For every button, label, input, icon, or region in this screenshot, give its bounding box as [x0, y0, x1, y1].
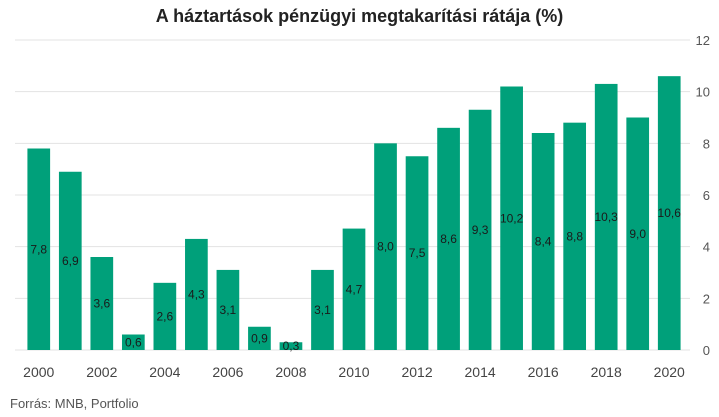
bar — [153, 282, 177, 350]
data-label: 8,8 — [566, 229, 583, 243]
y-tick-label: 12 — [696, 33, 710, 48]
y-tick-label: 8 — [703, 136, 710, 151]
bar — [90, 257, 114, 350]
bar — [657, 76, 681, 351]
data-label: 10,2 — [500, 211, 524, 225]
bar — [531, 133, 555, 350]
data-label: 8,4 — [535, 235, 552, 249]
data-label: 7,8 — [30, 242, 47, 256]
data-label: 7,5 — [409, 246, 426, 260]
data-label: 4,7 — [346, 282, 363, 296]
data-label: 6,9 — [62, 254, 79, 268]
data-label: 0,6 — [125, 335, 142, 349]
bar — [563, 122, 587, 351]
x-tick-label: 2016 — [528, 364, 559, 380]
data-label: 4,3 — [188, 287, 205, 301]
source-note: Forrás: MNB, Portfolio — [10, 396, 139, 411]
bar — [58, 171, 82, 350]
x-tick-label: 2000 — [23, 364, 54, 380]
x-tick-label: 2014 — [465, 364, 496, 380]
data-label: 10,6 — [658, 206, 682, 220]
data-label: 3,6 — [93, 297, 110, 311]
x-tick-label: 2010 — [338, 364, 369, 380]
y-tick-label: 0 — [703, 343, 710, 358]
bar — [500, 86, 523, 350]
x-tick-label: 2018 — [591, 364, 622, 380]
bar — [27, 148, 51, 350]
data-label: 0,3 — [283, 339, 300, 353]
y-tick-label: 6 — [703, 188, 710, 203]
data-label: 3,1 — [220, 303, 237, 317]
data-label: 8,0 — [377, 240, 394, 254]
bar — [594, 83, 618, 351]
x-tick-label: 2020 — [654, 364, 685, 380]
x-tick-label: 2012 — [401, 364, 432, 380]
bar — [342, 228, 366, 350]
y-tick-label: 10 — [696, 85, 710, 100]
bar — [185, 238, 208, 350]
bar — [374, 143, 397, 350]
data-label: 8,6 — [440, 232, 457, 246]
data-label: 0,9 — [251, 331, 268, 345]
bar — [121, 334, 145, 350]
bar — [248, 326, 271, 350]
x-tick-label: 2008 — [275, 364, 306, 380]
bar — [216, 269, 240, 350]
x-tick-label: 2006 — [212, 364, 243, 380]
bar — [405, 156, 429, 350]
bar — [311, 269, 334, 350]
bar — [626, 117, 650, 350]
data-label: 3,1 — [314, 303, 331, 317]
y-tick-label: 4 — [703, 240, 710, 255]
data-label: 9,0 — [629, 227, 646, 241]
bar — [437, 127, 460, 350]
chart-title: A háztartások pénzügyi megtakarítási rát… — [155, 6, 564, 26]
bar — [279, 342, 303, 350]
data-label: 10,3 — [595, 210, 619, 224]
x-tick-label: 2002 — [86, 364, 117, 380]
y-tick-label: 2 — [703, 291, 710, 306]
bar — [468, 109, 492, 350]
data-label: 2,6 — [157, 309, 174, 323]
x-tick-label: 2004 — [149, 364, 180, 380]
data-label: 9,3 — [472, 223, 489, 237]
